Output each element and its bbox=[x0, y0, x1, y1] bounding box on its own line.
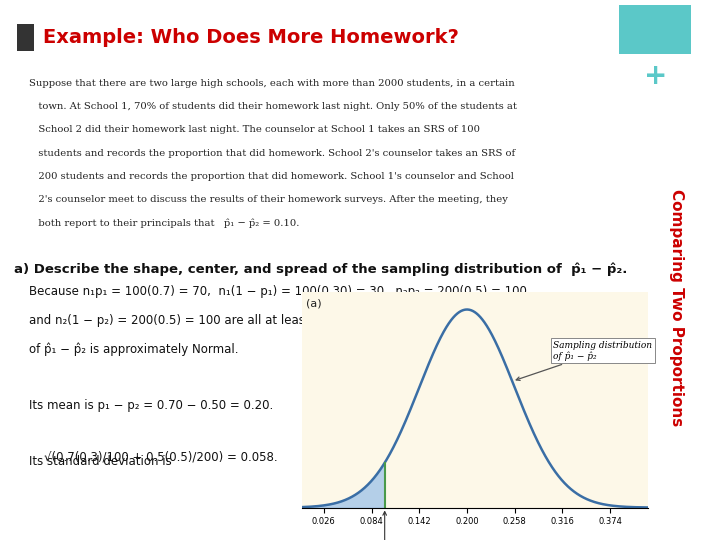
Text: School 2 did their homework last night. The counselor at School 1 takes an SRS o: School 2 did their homework last night. … bbox=[29, 125, 480, 134]
Text: +: + bbox=[644, 62, 667, 90]
Text: Sampling distribution
of p̂₁ − p̂₂: Sampling distribution of p̂₁ − p̂₂ bbox=[516, 341, 652, 381]
Text: 200 students and records the proportion that did homework. School 1's counselor : 200 students and records the proportion … bbox=[29, 172, 513, 181]
Text: Comparing Two Proportions: Comparing Two Proportions bbox=[670, 189, 684, 427]
Text: Suppose that there are two large high schools, each with more than 2000 students: Suppose that there are two large high sc… bbox=[29, 79, 515, 88]
Text: a) Describe the shape, center, and spread of the sampling distribution of  p̂₁ −: a) Describe the shape, center, and sprea… bbox=[14, 262, 628, 276]
Text: Example: Who Does More Homework?: Example: Who Does More Homework? bbox=[43, 28, 459, 48]
Text: town. At School 1, 70% of students did their homework last night. Only 50% of th: town. At School 1, 70% of students did t… bbox=[29, 102, 517, 111]
Text: students and records the proportion that did homework. School 2's counselor take: students and records the proportion that… bbox=[29, 149, 515, 158]
Text: 2's counselor meet to discuss the results of their homework surveys. After the m: 2's counselor meet to discuss the result… bbox=[29, 195, 508, 205]
Text: and n₂(1 − p₂) = 200(0.5) = 100 are all at least 10, the sampling distribution: and n₂(1 − p₂) = 200(0.5) = 100 are all … bbox=[29, 314, 485, 327]
Text: Its standard deviation is: Its standard deviation is bbox=[29, 455, 171, 468]
Text: of p̂₁ − p̂₂ is approximately Normal.: of p̂₁ − p̂₂ is approximately Normal. bbox=[29, 342, 238, 355]
Text: (a): (a) bbox=[306, 298, 322, 308]
Bar bbox=[17, 24, 35, 51]
Text: Because n₁p₁ = 100(0.7) = 70,  n₁(1 − p₁) = 100(0.30) = 30,  n₂p₂ = 200(0.5) = 1: Because n₁p₁ = 100(0.7) = 70, n₁(1 − p₁)… bbox=[29, 285, 526, 298]
Text: Its mean is p₁ − p₂ = 0.70 − 0.50 = 0.20.: Its mean is p₁ − p₂ = 0.70 − 0.50 = 0.20… bbox=[29, 399, 273, 411]
Text: √(0.7(0.3)/100 + 0.5(0.5)/200) = 0.058.: √(0.7(0.3)/100 + 0.5(0.5)/200) = 0.058. bbox=[44, 451, 277, 464]
Text: p̂₁ − p̂₂ = 0.10: p̂₁ − p̂₂ = 0.10 bbox=[352, 511, 418, 540]
Text: both report to their principals that   p̂₁ − p̂₂ = 0.10.: both report to their principals that p̂₁… bbox=[29, 219, 300, 228]
